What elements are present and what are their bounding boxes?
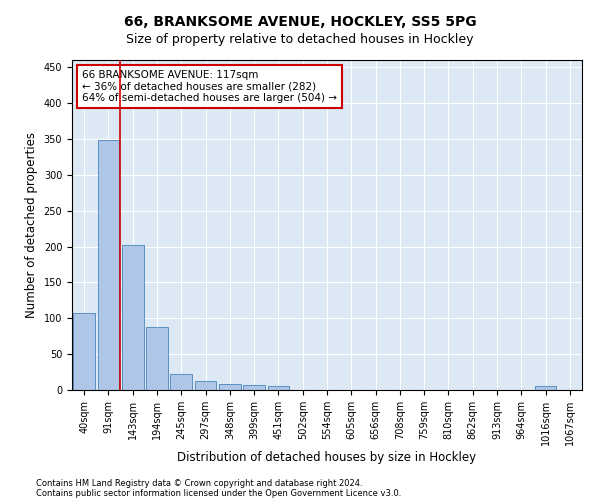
Bar — [73, 313, 95, 390]
X-axis label: Distribution of detached houses by size in Hockley: Distribution of detached houses by size … — [178, 450, 476, 464]
Bar — [122, 245, 143, 390]
Text: 66, BRANKSOME AVENUE, HOCKLEY, SS5 5PG: 66, BRANKSOME AVENUE, HOCKLEY, SS5 5PG — [124, 15, 476, 29]
Bar — [243, 385, 265, 390]
Y-axis label: Number of detached properties: Number of detached properties — [25, 132, 38, 318]
Text: Contains HM Land Registry data © Crown copyright and database right 2024.: Contains HM Land Registry data © Crown c… — [36, 478, 362, 488]
Text: Contains public sector information licensed under the Open Government Licence v3: Contains public sector information licen… — [36, 488, 401, 498]
Bar — [146, 327, 168, 390]
Bar — [535, 386, 556, 390]
Bar — [170, 374, 192, 390]
Bar — [268, 386, 289, 390]
Text: Size of property relative to detached houses in Hockley: Size of property relative to detached ho… — [126, 32, 474, 46]
Bar — [219, 384, 241, 390]
Bar — [194, 380, 217, 390]
Bar — [97, 140, 119, 390]
Text: 66 BRANKSOME AVENUE: 117sqm
← 36% of detached houses are smaller (282)
64% of se: 66 BRANKSOME AVENUE: 117sqm ← 36% of det… — [82, 70, 337, 103]
